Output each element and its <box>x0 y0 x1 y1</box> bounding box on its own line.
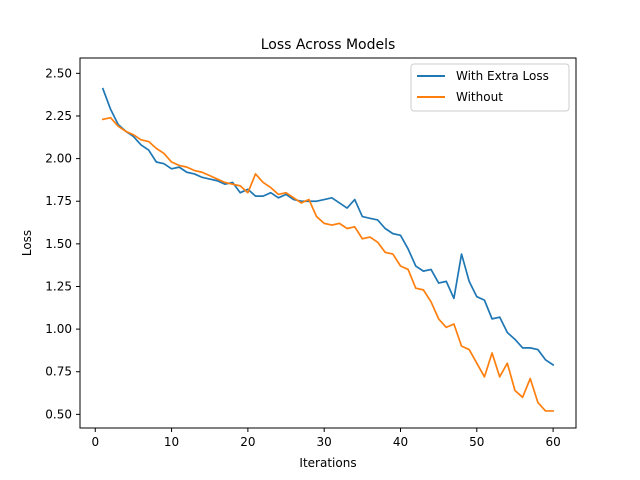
y-axis: 0.50 0.75 1.00 1.25 1.50 1.75 2.00 2.25 2.50 <box>45 66 80 421</box>
x-tick-label: 30 <box>317 435 332 449</box>
legend: With Extra Loss Without <box>410 63 570 112</box>
x-tick-label: 40 <box>393 435 408 449</box>
y-tick-label: 1.75 <box>45 194 72 208</box>
legend-label-with-extra-loss: With Extra Loss <box>456 69 549 83</box>
x-tick-label: 10 <box>164 435 179 449</box>
legend-box <box>410 63 570 112</box>
y-tick-label: 2.50 <box>45 66 72 80</box>
y-tick-label: 2.00 <box>45 152 72 166</box>
y-tick-label: 1.00 <box>45 322 72 336</box>
series-line-with-extra-loss <box>101 87 555 367</box>
axes-frame <box>79 57 577 429</box>
x-tick-label: 50 <box>469 435 484 449</box>
legend-label-without: Without <box>456 90 503 104</box>
series-line-without <box>101 116 554 412</box>
y-axis-label: Loss <box>20 230 34 256</box>
x-axis: 0 10 20 30 40 50 60 <box>91 428 561 449</box>
y-tick-label: 2.25 <box>45 109 72 123</box>
x-axis-label: Iterations <box>299 456 356 470</box>
series-layer <box>101 87 555 412</box>
chart-title: Loss Across Models <box>261 37 396 53</box>
x-tick-label: 0 <box>91 435 99 449</box>
x-tick-label: 60 <box>545 435 560 449</box>
y-tick-label: 1.25 <box>45 279 72 293</box>
x-tick-label: 20 <box>240 435 255 449</box>
y-tick-label: 1.50 <box>45 237 72 251</box>
y-tick-label: 0.50 <box>45 407 72 421</box>
y-tick-label: 0.75 <box>45 365 72 379</box>
